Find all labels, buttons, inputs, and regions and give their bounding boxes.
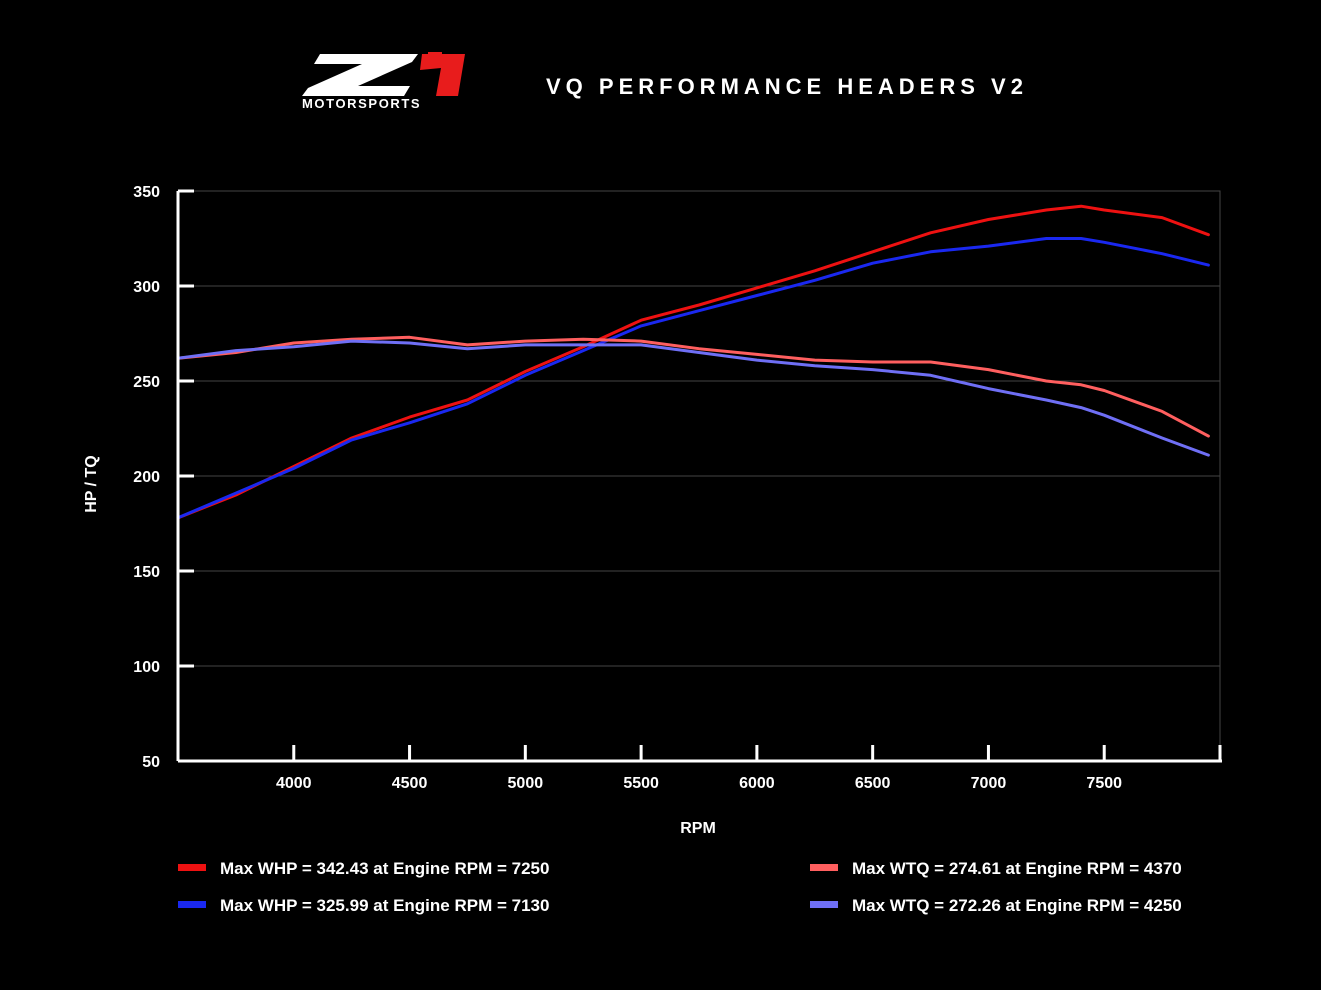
x-tick-label: 4000 [276,775,312,792]
legend-item-wtq-blue: Max WTQ = 272.26 at Engine RPM = 4250 [810,896,1182,916]
legend-swatch-whp-red [178,864,206,872]
legend-label: Max WHP = 342.43 at Engine RPM = 7250 [220,859,550,878]
x-tick-label: 6500 [855,775,891,792]
y-tick-label: 50 [142,754,160,771]
logo-1-dot [428,52,442,58]
x-tick-label: 5000 [508,775,544,792]
legend-item-wtq-red: Max WTQ = 274.61 at Engine RPM = 4370 [810,859,1182,879]
x-axis-label: RPM [680,820,716,837]
series-line-3 [176,339,1210,457]
legend-label: Max WTQ = 272.26 at Engine RPM = 4250 [852,896,1182,915]
x-tick-label: 4500 [392,775,428,792]
logo-z-shape [302,54,418,96]
series-line-2 [176,335,1210,438]
logo-wordmark: MOTORSPORTS [302,96,422,111]
legend-label: Max WHP = 325.99 at Engine RPM = 7130 [220,896,550,915]
series-line-0 [176,204,1210,520]
legend-item-whp-blue: Max WHP = 325.99 at Engine RPM = 7130 [178,896,549,916]
x-tick-label: 6000 [739,775,775,792]
legend-item-whp-red: Max WHP = 342.43 at Engine RPM = 7250 [178,859,549,879]
chart-title: VQ PERFORMANCE HEADERS V2 [546,74,1028,99]
x-tick-label: 7500 [1086,775,1122,792]
y-tick-label: 250 [133,374,160,391]
series-line-1 [176,237,1210,520]
logo-1-shape [420,54,465,96]
x-tick-label: 5500 [623,775,659,792]
x-tick-label: 7000 [971,775,1007,792]
grid-layer [177,190,1221,762]
y-tick-label: 300 [133,279,160,296]
legend-label: Max WTQ = 274.61 at Engine RPM = 4370 [852,859,1182,878]
y-tick-label: 350 [133,184,160,201]
z1-logo [302,52,465,96]
legend-swatch-wtq-red [810,864,838,872]
y-tick-label: 200 [133,469,160,486]
y-tick-label: 150 [133,564,160,581]
y-tick-label: 100 [133,659,160,676]
y-axis-label: HP / TQ [83,455,100,513]
series-layer [176,204,1210,520]
legend-swatch-wtq-blue [810,901,838,909]
axis-layer: 50 100 150 200 250 300 350 4000 4500 5000 5500 6000… [133,184,1222,792]
legend-swatch-whp-blue [178,901,206,909]
